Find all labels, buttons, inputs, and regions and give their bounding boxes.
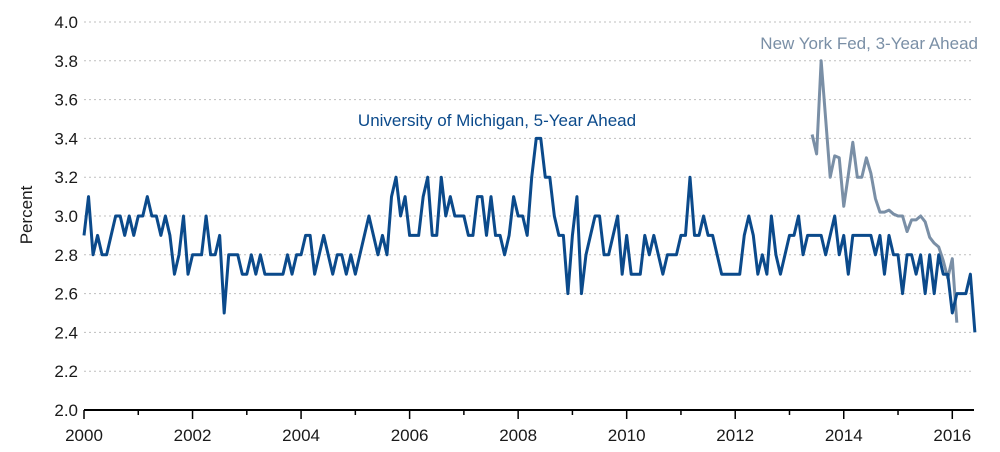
x-tick-label: 2014 bbox=[825, 426, 863, 445]
y-axis-ticks: 2.0 2.2 2.4 2.6 2.8 3.0 3.2 3.4 3.6 3.8 4.0 bbox=[54, 13, 78, 420]
series-line-new-york-fed-3-year-ahead bbox=[810, 59, 959, 323]
x-tick-label: 2006 bbox=[391, 426, 429, 445]
y-tick-label: 3.0 bbox=[54, 207, 78, 226]
y-axis-title: Percent bbox=[17, 185, 36, 244]
x-tick-label: 2000 bbox=[65, 426, 103, 445]
y-tick-label: 2.2 bbox=[54, 362, 78, 381]
y-tick-label: 2.4 bbox=[54, 323, 78, 342]
x-axis: 2000 2002 2004 2006 2008 2010 2012 2014 2016 bbox=[65, 409, 974, 445]
x-tick-label: 2016 bbox=[933, 426, 971, 445]
x-tick-label: 2002 bbox=[174, 426, 212, 445]
y-tick-label: 3.6 bbox=[54, 91, 78, 110]
y-tick-label: 3.2 bbox=[54, 168, 78, 187]
x-tick-label: 2012 bbox=[716, 426, 754, 445]
x-tick-label: 2004 bbox=[282, 426, 320, 445]
y-tick-label: 4.0 bbox=[54, 13, 78, 32]
series-layer bbox=[82, 59, 977, 333]
series-label-michigan: University of Michigan, 5-Year Ahead bbox=[358, 111, 636, 130]
series-label-nyfed: New York Fed, 3-Year Ahead bbox=[760, 34, 978, 53]
y-tick-label: 3.4 bbox=[54, 129, 78, 148]
y-tick-label: 2.8 bbox=[54, 246, 78, 265]
y-tick-label: 2.6 bbox=[54, 285, 78, 304]
y-tick-label: 3.8 bbox=[54, 52, 78, 71]
series-line-university-of-michigan-5-year-ahead bbox=[82, 136, 977, 333]
x-tick-label: 2010 bbox=[608, 426, 646, 445]
y-tick-label: 2.0 bbox=[54, 401, 78, 420]
x-tick-label: 2008 bbox=[499, 426, 537, 445]
